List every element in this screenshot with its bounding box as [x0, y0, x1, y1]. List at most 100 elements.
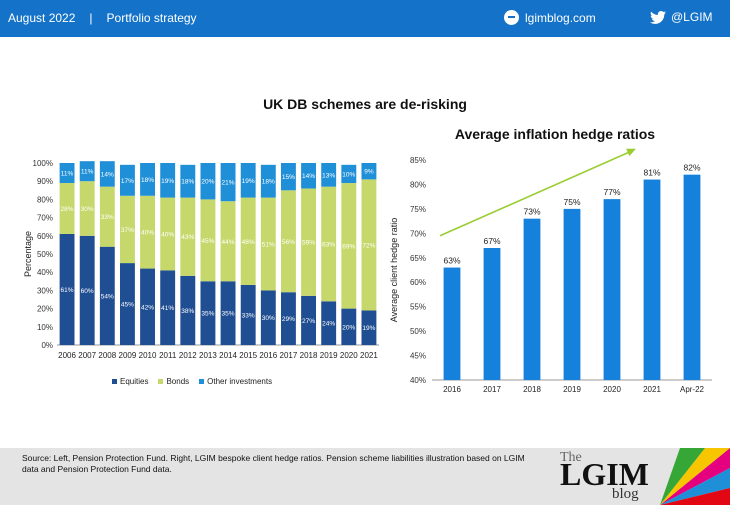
data-label: 67%: [483, 236, 500, 246]
y-tick-label: 75%: [410, 205, 426, 214]
bar-segment-bonds: [59, 183, 75, 234]
hedge-bar: [683, 174, 701, 380]
bar-segment-other-investments: [220, 163, 236, 202]
data-label: 15%: [282, 174, 295, 181]
data-label: 18%: [181, 179, 194, 186]
x-tick-label: 2019: [320, 351, 338, 360]
data-label: 61%: [61, 287, 74, 294]
bar-segment-bonds: [240, 197, 256, 285]
lgim-blog-logo: The LGIM blog: [560, 448, 730, 505]
data-label: 51%: [262, 241, 275, 248]
x-tick-label: 2009: [119, 351, 137, 360]
legend-swatch-bonds: [158, 379, 164, 384]
data-label: 10%: [342, 171, 355, 178]
bar-segment-bonds: [220, 201, 236, 282]
bar-segment-other-investments: [99, 161, 115, 187]
bar-segment-other-investments: [361, 163, 377, 180]
legend-item-bonds: Bonds: [158, 377, 189, 386]
hedge-bar: [443, 267, 461, 380]
bar-segment-other-investments: [119, 164, 135, 196]
header-section: Portfolio strategy: [106, 11, 197, 25]
twitter-handle: @LGIM: [671, 10, 713, 24]
y-tick-label: 70%: [37, 214, 53, 223]
data-label: 54%: [101, 293, 114, 300]
x-tick-label: 2021: [643, 385, 661, 394]
bar-segment-bonds: [180, 197, 196, 276]
data-label: 60%: [81, 288, 94, 295]
hedge-ratio-chart: 40% 45% 50% 55% 60% 65% 70% 75% 80% 85% Average cl…: [389, 148, 712, 394]
bar-segment-bonds: [341, 183, 357, 309]
bar-segment-other-investments: [280, 163, 296, 191]
data-label: 35%: [201, 311, 214, 318]
data-label: 81%: [643, 168, 660, 178]
y-tick-label: 45%: [410, 352, 426, 361]
data-label: 9%: [364, 169, 374, 176]
data-label: 43%: [181, 234, 194, 241]
data-label: 77%: [603, 187, 620, 197]
data-label: 19%: [242, 178, 255, 185]
data-label: 21%: [222, 180, 235, 187]
bar-segment-other-investments: [321, 163, 337, 187]
x-tick-label: 2011: [159, 351, 177, 360]
data-label: 19%: [161, 178, 174, 185]
bar-segment-equities: [180, 275, 196, 345]
bar-segment-bonds: [119, 195, 135, 264]
data-label: 63%: [322, 241, 335, 248]
data-label: 14%: [302, 173, 315, 180]
y-tick-label: 0%: [41, 341, 53, 350]
data-label: 41%: [161, 305, 174, 312]
bar-segment-bonds: [301, 188, 317, 296]
x-tick-label: Apr-22: [680, 385, 705, 394]
y-tick-label: 80%: [37, 195, 53, 204]
logo-blog: blog: [612, 486, 639, 502]
data-label: 45%: [121, 302, 134, 309]
y-tick-label: 20%: [37, 305, 53, 314]
twitter-icon: [650, 10, 666, 24]
bar-segment-bonds: [160, 197, 176, 271]
bar-segment-bonds: [200, 199, 216, 282]
logo-lgim: LGIM: [560, 456, 649, 492]
data-label: 14%: [101, 171, 114, 178]
data-label: 18%: [262, 179, 275, 186]
hedge-bar: [523, 218, 541, 380]
data-label: 73%: [523, 207, 540, 217]
x-tick-label: 2016: [443, 385, 461, 394]
legend-label-other: Other investments: [207, 377, 273, 386]
bar-segment-bonds: [140, 195, 156, 269]
bar-segment-other-investments: [240, 163, 256, 198]
bar-segment-equities: [140, 268, 156, 345]
y-tick-label: 100%: [33, 159, 53, 168]
blog-link[interactable]: lgimblog.com: [504, 10, 596, 25]
hedge-bar: [483, 248, 501, 380]
trend-arrow-head: [626, 148, 636, 157]
bar-segment-bonds: [361, 179, 377, 311]
hedge-chart-title: Average inflation hedge ratios: [454, 126, 656, 142]
trend-arrow-line: [439, 151, 631, 237]
data-label: 18%: [141, 177, 154, 184]
x-tick-label: 2014: [219, 351, 237, 360]
data-label: 42%: [141, 304, 154, 311]
header-date: August 2022: [8, 11, 76, 25]
y-tick-label: 40%: [37, 268, 53, 277]
bar-segment-other-investments: [341, 164, 357, 184]
bar-segment-bonds: [280, 190, 296, 293]
bar-segment-equities: [220, 281, 236, 345]
x-tick-label: 2020: [340, 351, 358, 360]
y-tick-label: 55%: [410, 303, 426, 312]
data-label: 35%: [222, 311, 235, 318]
allocation-legend: Equities Bonds Other investments: [112, 377, 272, 386]
bar-segment-equities: [301, 295, 317, 345]
legend-swatch-other: [199, 379, 205, 384]
data-label: 59%: [302, 240, 315, 247]
bar-segment-equities: [79, 235, 95, 345]
data-label: 11%: [81, 169, 94, 176]
data-label: 75%: [563, 197, 580, 207]
bar-segment-bonds: [79, 181, 95, 236]
data-label: 38%: [181, 308, 194, 315]
bar-segment-bonds: [99, 186, 115, 247]
y-tick-label: 85%: [410, 156, 426, 165]
data-label: 33%: [101, 214, 114, 221]
data-label: 30%: [81, 206, 94, 213]
logo-the: The: [560, 450, 582, 465]
twitter-link[interactable]: @LGIM: [650, 10, 713, 24]
